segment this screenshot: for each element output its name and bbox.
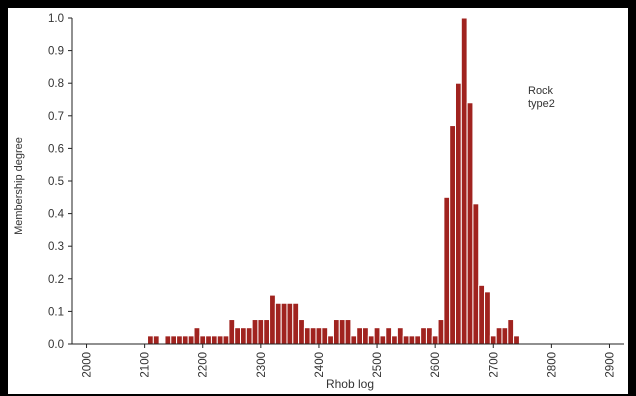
histogram-bar [298, 319, 305, 345]
histogram-bar [460, 17, 468, 345]
bars-group [147, 17, 520, 345]
histogram-bar [269, 294, 276, 345]
histogram-bar [187, 335, 195, 345]
histogram-bar [414, 335, 422, 345]
histogram-bar [373, 327, 381, 345]
histogram-bar [147, 335, 154, 345]
histogram-bar [286, 302, 294, 345]
histogram-bar [199, 335, 207, 345]
histogram-bar [437, 319, 445, 345]
histogram-bar [240, 327, 247, 345]
histogram-bar [391, 335, 398, 345]
histogram-bar [495, 327, 503, 345]
histogram-bar [362, 327, 369, 345]
x-tick-label: 2600 [430, 352, 442, 378]
histogram-bar [245, 327, 253, 345]
histogram-bar [280, 302, 288, 345]
y-tick-label: 0.2 [48, 274, 64, 286]
histogram-bar [222, 335, 230, 345]
y-tick-label: 0.4 [48, 209, 65, 221]
histogram-bar [210, 335, 218, 345]
histogram-bar [164, 335, 172, 345]
histogram-bar [489, 335, 497, 345]
histogram-bar [350, 335, 358, 345]
x-tick-label: 2000 [82, 352, 94, 378]
x-axis-label: Rhob log [326, 377, 374, 391]
histogram-bar [309, 327, 317, 345]
x-tick-label: 2100 [140, 352, 152, 378]
y-tick-label: 0.5 [48, 176, 64, 188]
histogram-chart: 0.0 0.1 0.2 0.3 0.4 0.5 0.6 0.7 0.8 0.9 1.0 2000 21… [13, 13, 624, 391]
histogram-bar [408, 335, 416, 345]
histogram-bar [251, 319, 259, 345]
histogram-bar [466, 102, 474, 345]
annotation-line-2: type2 [528, 98, 555, 110]
histogram-bar [513, 335, 520, 345]
y-tick-label: 0.1 [48, 306, 64, 318]
histogram-bar [478, 284, 486, 345]
y-tick-label: 0.7 [48, 111, 64, 123]
annotation-line-1: Rock [528, 85, 554, 97]
histogram-bar [257, 319, 265, 345]
x-tick-label: 2800 [546, 352, 558, 378]
histogram-bar [193, 327, 201, 345]
y-axis-label: Membership degree [13, 137, 25, 235]
y-tick-label: 0.3 [48, 241, 64, 253]
histogram-bar [484, 291, 491, 345]
histogram-bar [274, 302, 282, 345]
y-tick-label: 0.0 [48, 339, 64, 351]
histogram-bar [420, 327, 427, 345]
histogram-bar [501, 327, 509, 345]
histogram-bar [425, 327, 433, 345]
histogram-bar [443, 196, 451, 345]
x-axis-ticks: 2000 2100 2200 2300 2400 2500 2600 2700 2800 2900 [82, 344, 616, 378]
histogram-bar [472, 203, 480, 345]
histogram-bar [385, 327, 393, 345]
histogram-bar [263, 319, 271, 345]
histogram-bar [152, 335, 160, 345]
x-tick-label: 2200 [198, 352, 210, 378]
histogram-bar [356, 327, 364, 345]
y-tick-label: 0.8 [48, 78, 64, 90]
x-tick-label: 2900 [604, 352, 616, 378]
y-tick-label: 0.9 [48, 46, 64, 58]
histogram-bar [327, 335, 334, 345]
x-tick-label: 2300 [256, 352, 268, 378]
histogram-bar [449, 125, 456, 345]
y-tick-label: 0.6 [48, 143, 64, 155]
histogram-bar [181, 335, 189, 345]
histogram-bar [228, 319, 236, 345]
x-tick-label: 2700 [488, 352, 500, 378]
y-tick-label: 1.0 [48, 13, 64, 25]
histogram-bar [507, 319, 515, 345]
plot-panel: 0.0 0.1 0.2 0.3 0.4 0.5 0.6 0.7 0.8 0.9 1.0 2000 21… [8, 8, 628, 394]
histogram-bar [454, 82, 462, 345]
histogram-bar [379, 335, 387, 345]
histogram-bar [176, 335, 183, 345]
histogram-bar [216, 335, 224, 345]
x-tick-label: 2500 [372, 352, 384, 378]
histogram-bar [367, 335, 375, 345]
histogram-bar [332, 319, 340, 345]
histogram-bar [344, 319, 352, 345]
histogram-bar [170, 335, 178, 345]
y-axis-ticks: 0.0 0.1 0.2 0.3 0.4 0.5 0.6 0.7 0.8 0.9 1.0 [48, 13, 72, 351]
histogram-bar [303, 327, 311, 345]
histogram-bar [205, 335, 212, 345]
histogram-bar [396, 327, 404, 345]
histogram-bar [431, 335, 439, 345]
histogram-bar [338, 319, 346, 345]
histogram-bar [402, 335, 410, 345]
histogram-bar [292, 302, 300, 345]
histogram-bar [234, 327, 242, 345]
x-tick-label: 2400 [314, 352, 326, 378]
histogram-bar [321, 327, 329, 345]
histogram-bar [315, 327, 323, 345]
